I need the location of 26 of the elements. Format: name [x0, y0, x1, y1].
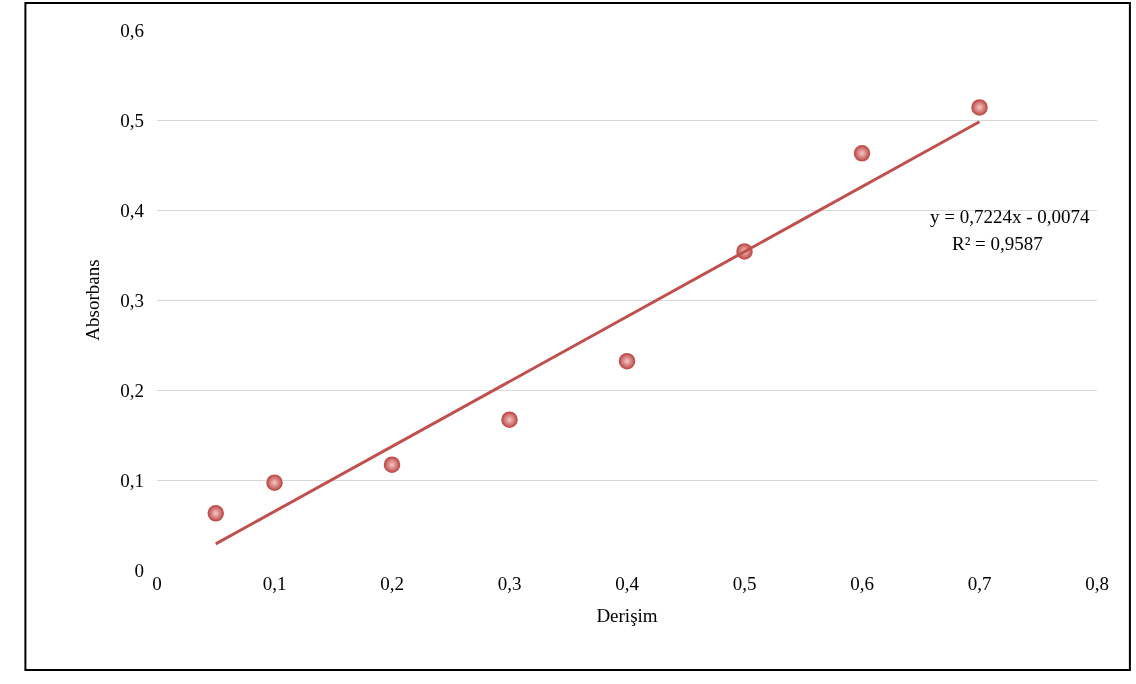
x-tick-label: 0: [152, 573, 162, 594]
y-tick-label: 0,3: [120, 289, 144, 311]
y-tick-label: 0,1: [120, 469, 144, 491]
point: [618, 352, 636, 370]
y-tick-label: 0,4: [120, 199, 145, 221]
annotation: y = 0,7224x - 0,0074: [930, 206, 1091, 227]
point: [207, 505, 224, 522]
x-tick-label: 0,2: [380, 573, 404, 594]
x-tick-label: 0,1: [262, 573, 287, 594]
x-tick-label: 0,3: [497, 573, 522, 594]
point: [501, 411, 518, 428]
y-tick-label: 0,5: [120, 109, 144, 131]
point: [971, 99, 988, 116]
x-tick-label: 0,7: [967, 573, 992, 594]
point: [266, 474, 283, 491]
y-tick-label: 0,6: [120, 19, 144, 41]
x-tick-label: 0,4: [615, 573, 640, 594]
x-tick-label: 0,8: [1085, 573, 1109, 594]
x-tick-label: 0,5: [732, 573, 757, 594]
y-tick-label: 0,2: [120, 379, 144, 401]
y-axis-title: Absorbans: [82, 259, 104, 341]
point: [383, 456, 401, 473]
point: [853, 145, 871, 162]
x-tick-label: 0,6: [850, 573, 874, 594]
annotation: R² = 0,9587: [952, 233, 1043, 254]
x-axis-title: Derişim: [596, 604, 658, 626]
